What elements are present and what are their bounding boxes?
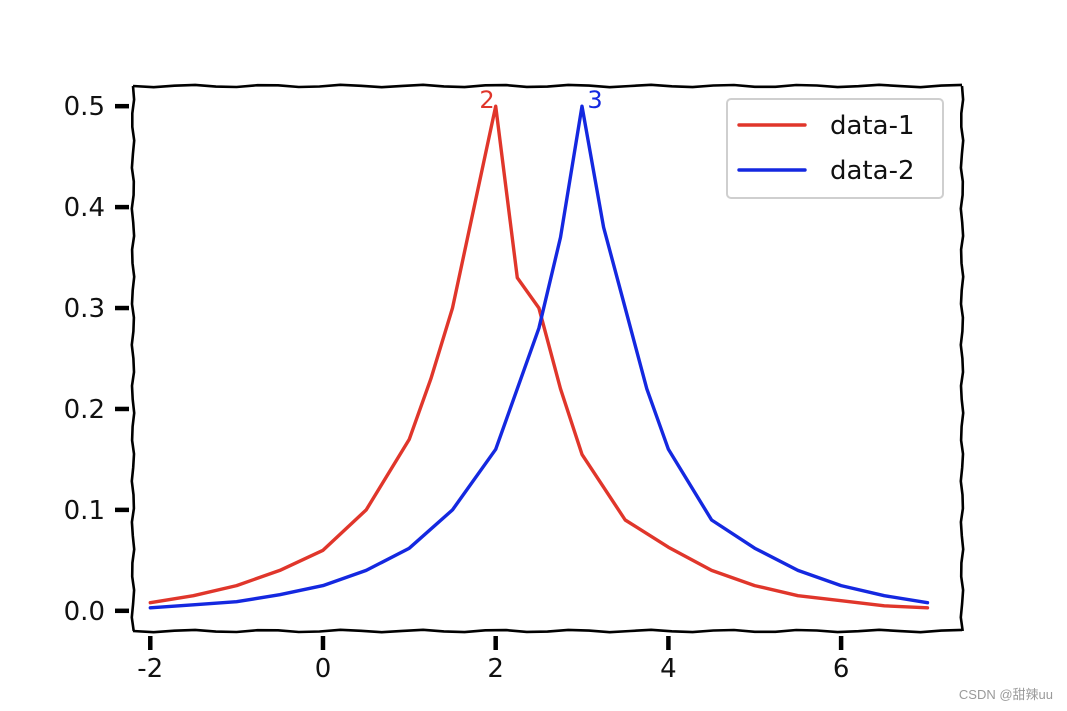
legend-label-data-2: data-2 — [830, 156, 915, 186]
plot-border-top — [132, 83, 963, 89]
y-tick-label: 0.5 — [64, 92, 105, 122]
y-tick-label: 0.3 — [64, 294, 105, 324]
peak-annotation: 3 — [587, 86, 602, 114]
y-tick-label: 0.0 — [64, 597, 105, 627]
y-tick-label: 0.2 — [64, 395, 105, 425]
series-line-data-1 — [148, 104, 930, 610]
watermark-text: CSDN @甜辣uu — [958, 687, 1053, 702]
plot-border-bottom — [132, 628, 963, 634]
y-tick-label: 0.4 — [64, 193, 105, 223]
y-tick-label: 0.1 — [64, 496, 105, 526]
peak-annotation: 2 — [479, 86, 494, 114]
plot-border-right — [959, 85, 965, 632]
x-tick-label: -2 — [137, 654, 163, 684]
x-axis: -2 0 2 4 6 — [137, 636, 849, 684]
x-tick-label: 0 — [315, 654, 332, 684]
legend-label-data-1: data-1 — [830, 111, 915, 141]
plot-border-left — [130, 85, 136, 632]
series-line-data-2 — [148, 104, 930, 610]
legend: data-1 data-2 — [726, 98, 944, 199]
x-tick-label: 4 — [660, 654, 677, 684]
x-tick-label: 2 — [487, 654, 504, 684]
x-tick-label: 6 — [833, 654, 850, 684]
series-layer — [148, 104, 930, 610]
plot-frame — [130, 83, 965, 634]
y-axis: 0.0 0.1 0.2 0.3 0.4 0.5 — [64, 92, 129, 627]
